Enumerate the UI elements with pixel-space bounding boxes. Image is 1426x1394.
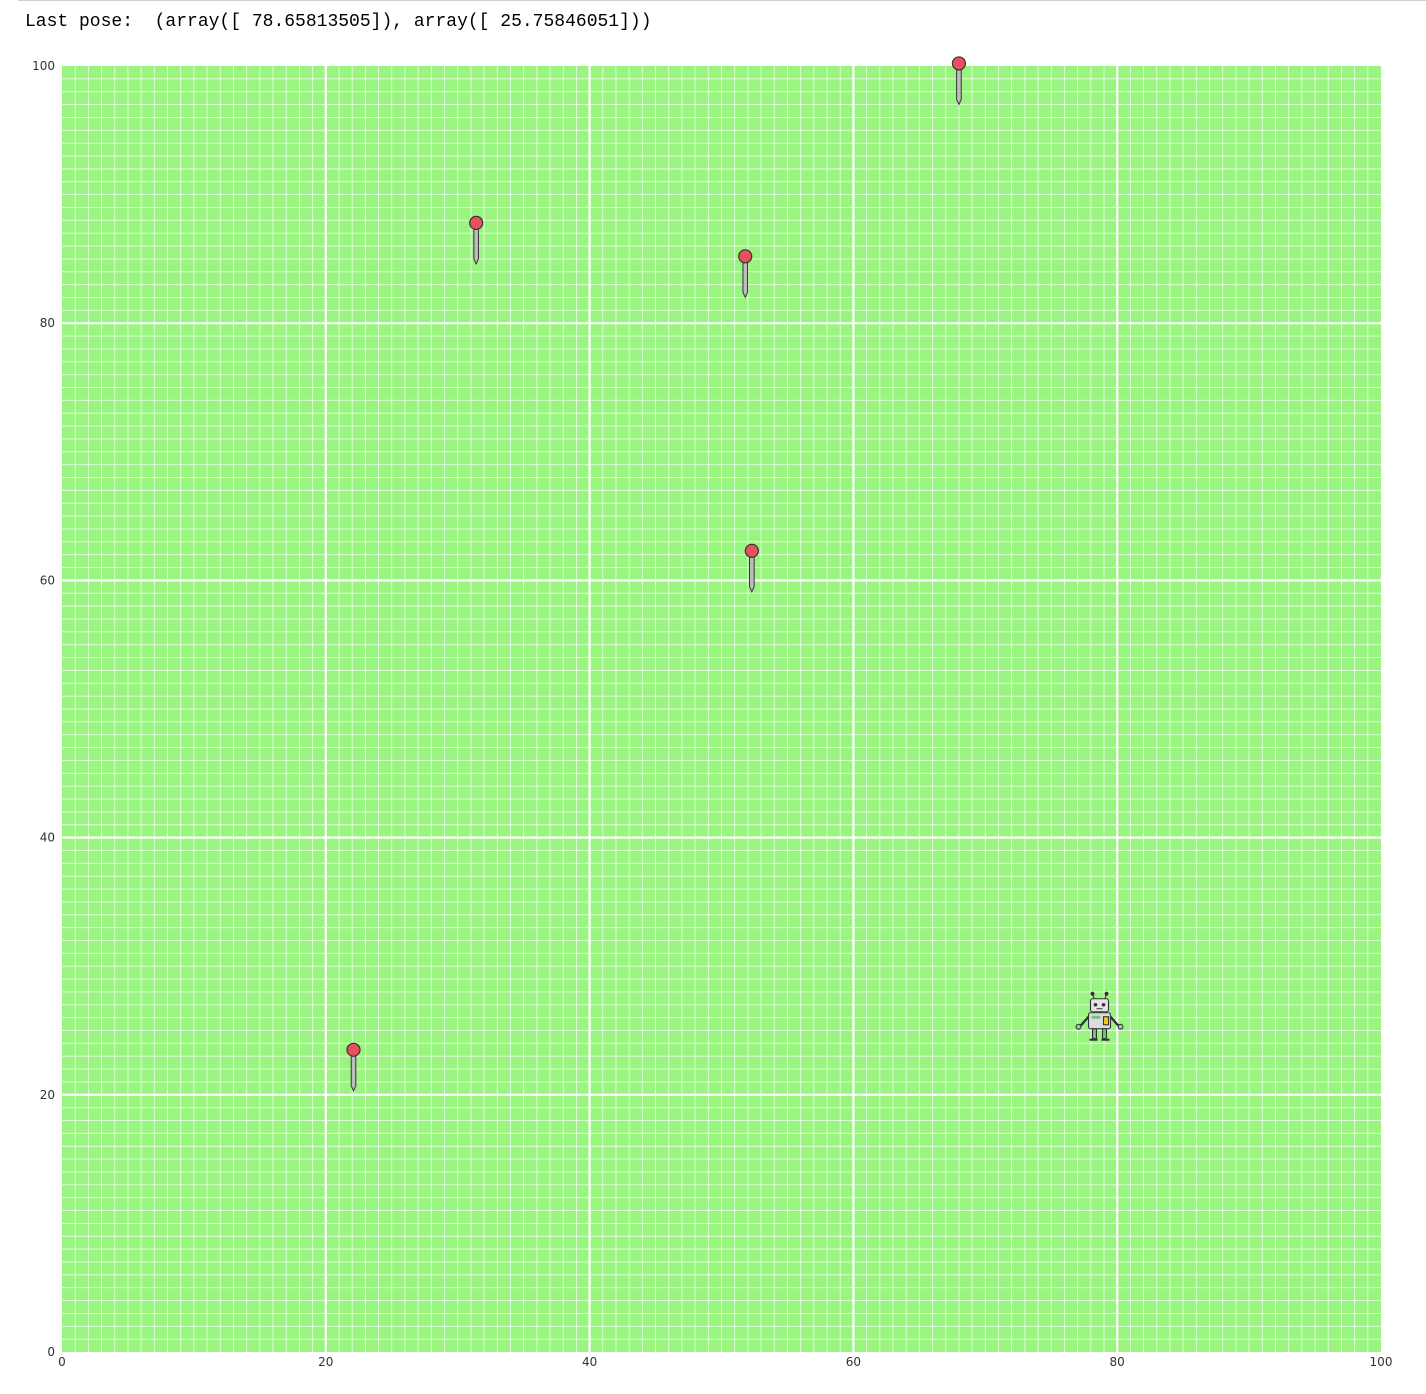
pushpin-icon [469,215,484,266]
major-grid [62,66,1381,1352]
x-tick-label: 40 [582,1355,597,1369]
x-tick-label: 80 [1110,1355,1125,1369]
pushpin-icon [951,56,967,106]
y-tick-label: 60 [40,573,55,587]
pushpin-icon [346,1042,361,1092]
y-tick-label: 0 [47,1345,55,1359]
y-tick-label: 40 [40,831,55,845]
pushpin-icon [744,543,759,594]
x-tick-label: 60 [846,1355,861,1369]
cell-top-border [18,0,1426,1]
x-axis: 0 20 40 60 80 100 [58,1355,1392,1369]
pushpin-icon [738,249,753,299]
y-tick-label: 100 [32,59,55,73]
x-tick-label: 20 [318,1355,333,1369]
last-pose-output: Last pose: (array([ 78.65813505]), array… [25,12,652,32]
x-tick-label: 0 [58,1355,66,1369]
y-axis: 0 20 40 60 80 100 [32,59,55,1359]
robot-icon [1075,991,1124,1041]
x-tick-label: 100 [1370,1355,1393,1369]
minor-grid [62,66,1381,1352]
robot-layer [1075,991,1124,1041]
y-tick-label: 20 [40,1088,55,1102]
landmarks-layer [346,56,967,1092]
y-tick-label: 80 [40,316,55,330]
